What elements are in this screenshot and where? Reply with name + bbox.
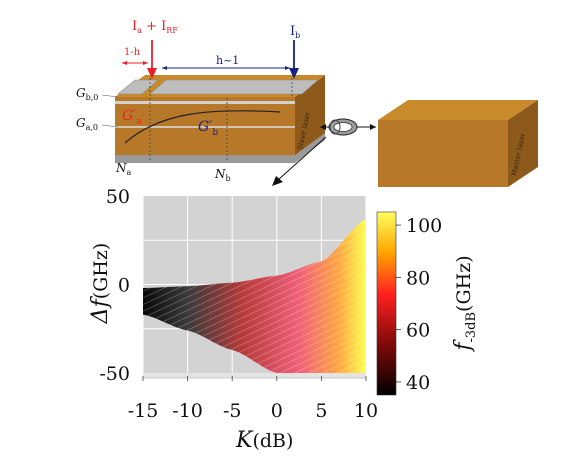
gain-layer-b: [115, 101, 295, 104]
x-axis-label: K(dB): [235, 428, 293, 453]
locking-region: [143, 219, 366, 373]
colorbar: [376, 211, 397, 396]
gain-layer-a: [115, 126, 295, 128]
zoom-arrow: [277, 136, 327, 181]
section-b-length-label: h~1: [216, 54, 239, 67]
y-tick-label: -50: [99, 363, 130, 385]
x-tick-label: 10: [354, 400, 378, 422]
slave-laser: Slave laser: [115, 75, 325, 163]
x-tick-label: 0: [271, 400, 283, 422]
section-a-dimension: 1-h: [122, 47, 148, 65]
y-axis-label: Δf(GHz): [88, 243, 113, 325]
section-b-dimension: h~1: [162, 54, 290, 70]
ga0-leader: [101, 124, 119, 128]
ga0-label: Ga,0: [76, 116, 98, 132]
y-tick-label: 0: [118, 275, 130, 297]
current-a-label: Ia + IRF: [132, 19, 178, 35]
colorbar-tick-label: 80: [406, 267, 430, 289]
locking-map-chart: -15 -10 -5 0 5 10 500-50 K(dB) Δf(GHz) 100806…: [88, 186, 479, 453]
nb-label: Nb: [214, 167, 231, 183]
colorbar-tick-label: 100: [406, 215, 442, 237]
gain-curve: [124, 110, 281, 144]
colorbar-ticks: 100 80 60 40: [396, 215, 442, 394]
colorbar-tick-label: 60: [406, 320, 430, 342]
ga-prime-label: G′a: [122, 108, 142, 127]
section-a-length-label: 1-h: [124, 47, 141, 58]
electrode-b: [149, 79, 319, 95]
optical-isolator: [320, 118, 376, 136]
colorbar-label: f-3dB(GHz): [451, 255, 479, 352]
gb0-label: Gb,0: [76, 86, 98, 102]
x-tick-label: 5: [315, 400, 327, 422]
zoom-arrowhead: [272, 176, 283, 186]
locking-region-texture: [143, 219, 366, 373]
electrode-a: [117, 79, 159, 95]
y-tick-label: 50: [106, 186, 130, 208]
y-axis: 50 0 -50: [99, 186, 130, 385]
colorbar-tick-label: 40: [406, 372, 430, 394]
gb-prime-label: G′b: [198, 119, 218, 138]
x-tick-label: -15: [128, 400, 159, 422]
x-tick-label: -10: [172, 400, 203, 422]
na-label: Na: [115, 161, 132, 177]
slave-side-face: [295, 75, 325, 155]
x-tick-label: -5: [223, 400, 242, 422]
current-b-label: Ib: [290, 24, 300, 40]
master-laser: Master laser: [378, 100, 538, 187]
current-b-indicator: Ib: [289, 24, 300, 79]
chart-floor: [143, 373, 366, 378]
x-axis: -15 -10 -5 0 5 10: [128, 376, 378, 422]
gb0-leader: [101, 94, 119, 98]
current-a-indicator: Ia + IRF: [132, 19, 178, 79]
